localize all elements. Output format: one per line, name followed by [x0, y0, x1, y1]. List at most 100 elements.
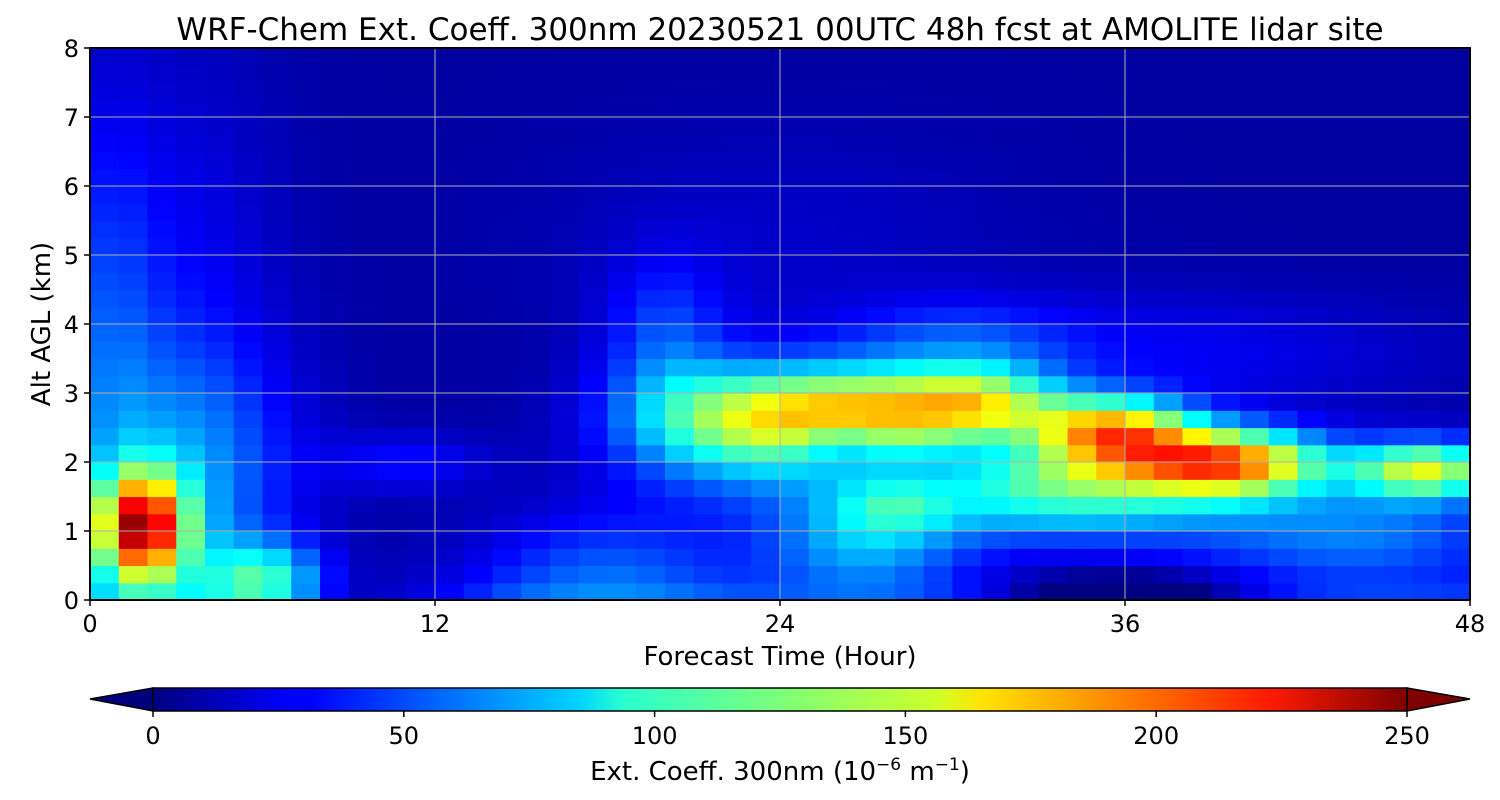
heatmap-cell [492, 134, 522, 153]
heatmap-cell [1096, 237, 1126, 256]
heatmap-cell [1297, 289, 1327, 308]
heatmap-cell [463, 410, 494, 429]
heatmap-cell [751, 255, 781, 273]
heatmap-cell [1297, 513, 1327, 532]
heatmap-cell [291, 427, 321, 446]
heatmap-cell [521, 48, 551, 66]
heatmap-cell [1153, 324, 1184, 342]
heatmap-cell [923, 444, 954, 463]
heatmap-cell [492, 548, 522, 567]
heatmap-cell [1153, 151, 1184, 170]
heatmap-cell [463, 203, 494, 222]
heatmap-cell [1096, 496, 1126, 515]
x-tick-label: 24 [765, 610, 796, 638]
heatmap-cell [320, 48, 350, 66]
heatmap-cell [1355, 134, 1385, 153]
heatmap-cell [607, 341, 637, 360]
heatmap-cell [521, 220, 551, 239]
heatmap-cell [521, 203, 551, 222]
heatmap-cell [1240, 341, 1270, 360]
heatmap-cell [1067, 289, 1097, 308]
heatmap-cell [693, 462, 724, 480]
heatmap-cell [118, 99, 149, 118]
heatmap-cell [1010, 358, 1040, 377]
heatmap-cell [291, 393, 321, 411]
heatmap-cell [492, 444, 522, 463]
heatmap-cell [90, 427, 120, 446]
heatmap-cell [895, 496, 925, 515]
heatmap-cell [1268, 220, 1299, 239]
heatmap-cell [406, 393, 436, 411]
heatmap-cell [1240, 565, 1270, 584]
heatmap-cell [377, 531, 407, 549]
heatmap-cell [1182, 220, 1212, 239]
heatmap-cell [377, 255, 407, 273]
heatmap-cell [1182, 255, 1212, 273]
heatmap-cell [808, 324, 839, 342]
heatmap-cell [665, 82, 695, 101]
heatmap-cell [435, 341, 465, 360]
heatmap-cell [1211, 410, 1241, 429]
heatmap-cell [1297, 393, 1327, 411]
heatmap-cell [722, 65, 752, 84]
heatmap-cell [1355, 324, 1385, 342]
heatmap-cell [1096, 134, 1126, 153]
heatmap-cell [1010, 341, 1040, 360]
heatmap-cell [1326, 582, 1356, 600]
heatmap-cell [118, 186, 149, 204]
heatmap-cell [176, 237, 206, 256]
heatmap-cell [808, 479, 839, 498]
heatmap-cell [463, 237, 494, 256]
heatmap-cell [923, 168, 954, 187]
heatmap-cell [1153, 203, 1184, 222]
gridlines [90, 48, 1470, 600]
heatmap-cell [262, 410, 292, 429]
heatmap-cell [1125, 393, 1155, 411]
heatmap-cell [1067, 99, 1097, 118]
heatmap-cell [90, 186, 120, 204]
heatmap-cell [291, 272, 321, 291]
heatmap-cell [1153, 531, 1184, 549]
heatmap-cell [837, 358, 867, 377]
heatmap-cell [1240, 117, 1270, 135]
heatmap-cell [205, 99, 235, 118]
heatmap-cell [262, 341, 292, 360]
heatmap-cell [1297, 117, 1327, 135]
heatmap-cell [1153, 272, 1184, 291]
heatmap-cell [1067, 496, 1097, 515]
heatmap-cell [722, 168, 752, 187]
heatmap-cell [837, 65, 867, 84]
heatmap-cell [952, 496, 982, 515]
heatmap-cell [1441, 220, 1470, 239]
heatmap-cell [636, 462, 666, 480]
heatmap-cell [1412, 358, 1442, 377]
heatmap-cell [693, 203, 724, 222]
heatmap-cell [320, 272, 350, 291]
heatmap-cell [578, 513, 609, 532]
heatmap-cell [521, 341, 551, 360]
heatmap-cell [722, 393, 752, 411]
heatmap-cell [1125, 220, 1155, 239]
heatmap-cell [1297, 565, 1327, 584]
heatmap-cell [923, 220, 954, 239]
heatmap-cell [147, 220, 177, 239]
heatmap-cell [377, 393, 407, 411]
heatmap-cell [550, 168, 580, 187]
heatmap-cell [866, 427, 896, 446]
heatmap-cell [550, 375, 580, 394]
heatmap-cell [233, 531, 264, 549]
heatmap-cell [320, 237, 350, 256]
heatmap-cell [1096, 186, 1126, 204]
heatmap-cell [952, 203, 982, 222]
heatmap-cell [1067, 117, 1097, 135]
heatmap-cell [1240, 289, 1270, 308]
heatmap-cell [1211, 255, 1241, 273]
heatmap-cell [780, 289, 810, 308]
heatmap-cell [1010, 306, 1040, 325]
heatmap-cell [406, 117, 436, 135]
heatmap-cell [1240, 393, 1270, 411]
heatmap-cell [320, 203, 350, 222]
heatmap-cell [693, 48, 724, 66]
heatmap-cell [981, 220, 1011, 239]
